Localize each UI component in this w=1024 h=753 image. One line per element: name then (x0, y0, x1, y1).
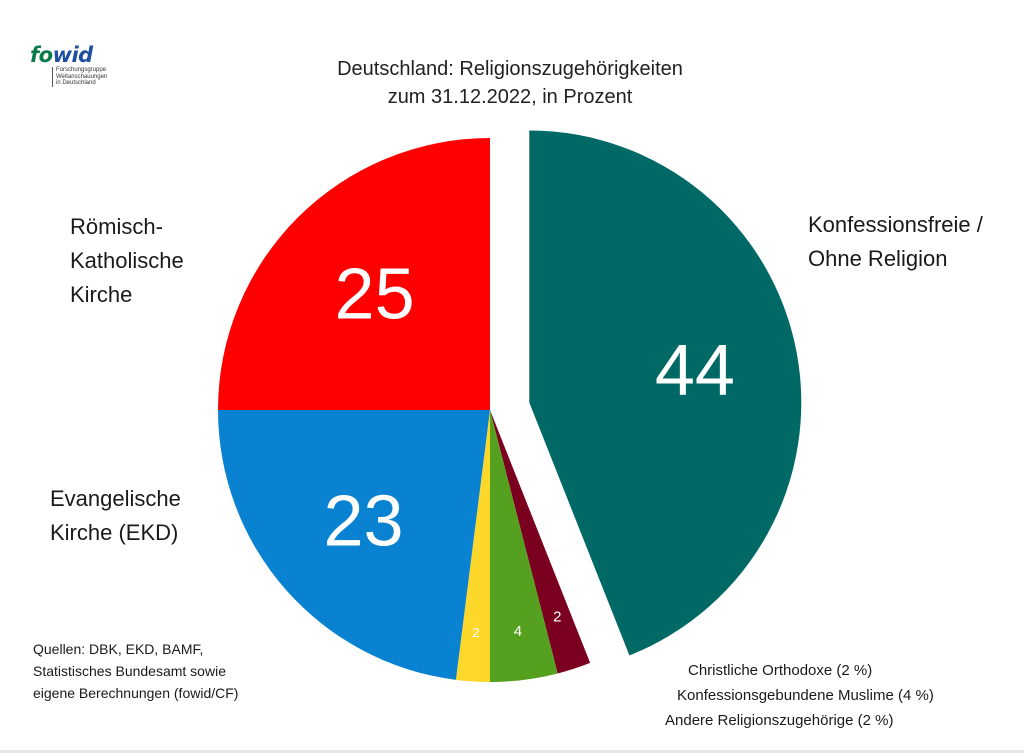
label-konfessionsfreie: Konfessionsfreie / Ohne Religion (808, 212, 983, 271)
value-label-evangelische-kirche: 23 (323, 482, 403, 562)
slice-katholische-kirche (218, 138, 490, 410)
chart-title-line-1: Deutschland: Religionszugehörigkeiten (337, 58, 683, 80)
label-muslime: Konfessionsgebundene Muslime (4 %) (677, 687, 934, 704)
fowid-logo: fowid Forschungsgruppe Weltanschauungen … (30, 44, 140, 87)
value-label-konfessionsfreie: 44 (655, 331, 735, 411)
chart-title: Deutschland: Religionszugehörigkeiten zu… (250, 55, 770, 111)
bottom-divider (0, 750, 1024, 753)
slice-andere-religionen (490, 410, 591, 674)
label-katholische-kirche: Römisch- Katholische Kirche (70, 214, 184, 307)
source-note: Quellen: DBK, EKD, BAMF, Statistisches B… (33, 641, 239, 701)
label-evangelische-kirche: Evangelische Kirche (EKD) (50, 486, 181, 545)
logo-subtitle: Forschungsgruppe Weltanschauungen in Deu… (52, 67, 140, 87)
slice-konfessionsfreie (529, 130, 802, 656)
value-label-muslime: 4 (514, 623, 522, 640)
logo-wordmark: fowid (30, 43, 93, 67)
value-label-christliche-orthodoxe: 2 (472, 625, 479, 640)
label-christliche-orthodoxe: Christliche Orthodoxe (2 %) (688, 662, 873, 679)
value-label-andere-religionen: 2 (553, 608, 561, 625)
slice-evangelische-kirche (218, 410, 490, 680)
slice-muslime (490, 410, 558, 682)
slice-christliche-orthodoxe (455, 410, 490, 682)
label-andere-religionen: Andere Religionszugehörige (2 %) (665, 712, 894, 729)
value-label-katholische-kirche: 25 (335, 255, 415, 335)
chart-title-line-2: zum 31.12.2022, in Prozent (387, 86, 633, 108)
